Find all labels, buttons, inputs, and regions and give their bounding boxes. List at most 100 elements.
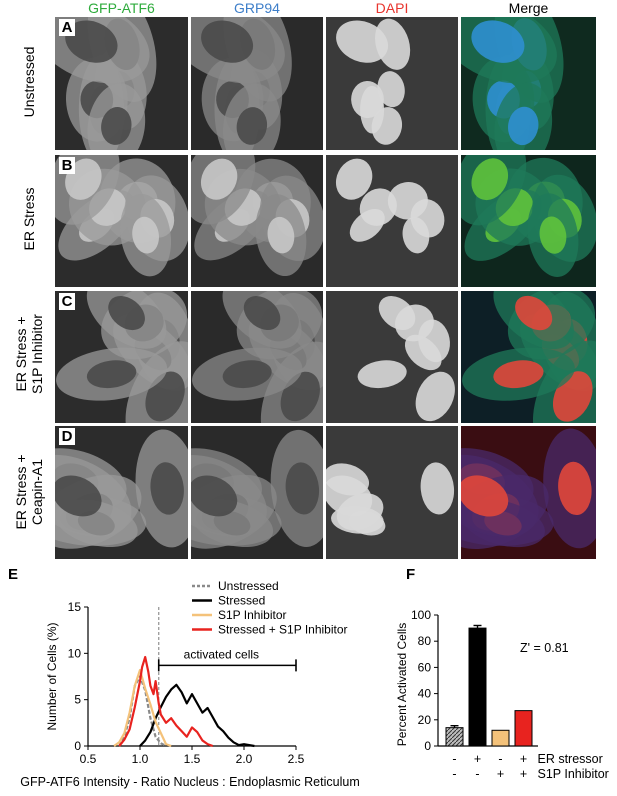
bar (445, 727, 464, 747)
micrograph-panel (461, 155, 596, 287)
row-label-line: Ceapin-A1 (29, 458, 45, 526)
micrograph-panel (55, 426, 188, 559)
panel-letter-c: C (59, 293, 75, 310)
cell-nucleus (55, 475, 102, 517)
y-tick-label: 40 (418, 687, 432, 701)
cell-nucleus (471, 20, 525, 63)
cell-nucleus (359, 188, 397, 226)
z-prime-label: Z' = 0.81 (520, 641, 569, 655)
micrograph-panel (326, 291, 458, 423)
cell-nucleus (461, 475, 509, 517)
cell-nucleus (351, 80, 384, 119)
y-tick-label: 0 (74, 739, 81, 753)
cell-nucleus (357, 360, 407, 389)
micrograph-image (55, 291, 188, 423)
cell-nucleus (471, 158, 509, 201)
condition-mark: + (520, 767, 527, 781)
cell-nucleus (348, 511, 386, 536)
micrograph-panel (461, 17, 596, 150)
cell-nucleus (236, 107, 268, 145)
activated-cells-label: activated cells (184, 647, 259, 661)
micrograph-panel (461, 291, 596, 423)
micrograph-panel (55, 155, 188, 287)
col-header-dapi: DAPI (375, 0, 409, 16)
y-axis-label: Percent Activated Cells (395, 623, 409, 746)
condition-mark: - (498, 752, 502, 766)
cell-nucleus (243, 296, 281, 331)
cell-nucleus (371, 107, 403, 145)
cell-nucleus (222, 360, 272, 389)
bar (491, 729, 510, 747)
series-line (118, 675, 167, 747)
y-tick-label: 60 (418, 660, 432, 674)
bar (514, 710, 533, 747)
micrograph-image (326, 17, 458, 150)
y-tick-label: 0 (424, 739, 431, 753)
x-tick-label: 0.5 (80, 752, 97, 766)
cell-nucleus (150, 462, 184, 515)
micrograph-image (191, 426, 323, 559)
cell-nucleus (191, 475, 238, 517)
panel-letter-f: F (406, 566, 416, 583)
micrograph-panel (461, 426, 596, 559)
row-label-line: S1P Inhibitor (29, 314, 45, 394)
cell-nucleus (404, 334, 442, 371)
micrograph-panel (55, 291, 188, 423)
legend-label: S1P Inhibitor (218, 608, 287, 622)
micrograph-panel (191, 291, 323, 423)
col-header-grp94: GRP94 (234, 0, 280, 16)
cell-nucleus (65, 20, 118, 63)
x-axis-label: GFP-ATF6 Intensity - Ratio Nucleus : End… (20, 775, 359, 789)
bar (468, 627, 487, 747)
cell-nucleus (336, 20, 389, 63)
panel-letter-a: A (59, 19, 75, 36)
row-label-er-stress: ER Stress (21, 149, 37, 289)
y-tick-label: 15 (68, 600, 82, 614)
y-tick-label: 20 (418, 713, 432, 727)
micrograph-image (326, 155, 458, 287)
micrograph-image (326, 426, 458, 559)
y-tick-label: 80 (418, 634, 432, 648)
cell-nucleus (493, 360, 544, 389)
micrograph-panel (326, 155, 458, 287)
micrograph-image (461, 426, 596, 559)
condition-mark: + (497, 767, 504, 781)
micrograph-image (55, 426, 188, 559)
micrograph-image (191, 17, 323, 150)
micrograph-image (191, 291, 323, 423)
cell-nucleus (402, 216, 430, 254)
micrograph-panel (55, 17, 188, 150)
cell-nucleus (200, 158, 238, 200)
condition-mark: + (474, 752, 481, 766)
micrograph-image (55, 155, 188, 287)
x-tick-label: 1.0 (132, 752, 149, 766)
cell-nucleus (415, 371, 455, 422)
cell-nucleus (326, 475, 373, 517)
condition-mark: - (452, 767, 456, 781)
micrograph-image (461, 17, 596, 150)
condition-mark: - (475, 767, 479, 781)
cell-nucleus (201, 20, 254, 63)
y-axis-label: Number of Cells (%) (45, 622, 59, 730)
cell-nucleus (108, 295, 145, 331)
cell-nucleus (377, 71, 405, 108)
micrograph-panel (326, 426, 458, 559)
panel-letter-d: D (59, 428, 75, 445)
cell-nucleus (420, 462, 455, 515)
micrograph-panel (191, 155, 323, 287)
y-tick-label: 100 (411, 608, 431, 622)
cell-nucleus (132, 216, 159, 254)
row-label-line: ER Stress + (13, 316, 29, 392)
row-label-line: Unstressed (21, 46, 37, 118)
micrograph-image (326, 291, 458, 423)
row-label-unstressed: Unstressed (21, 12, 37, 152)
cell-nucleus (539, 216, 567, 254)
micrograph-image (55, 17, 188, 150)
legend-label: Stressed (218, 594, 265, 608)
cell-nucleus (101, 106, 132, 145)
legend-label: Unstressed (218, 579, 279, 593)
col-header-gfp-atf6: GFP-ATF6 (88, 0, 155, 16)
x-tick-label: 2.0 (236, 752, 253, 766)
col-header-merge: Merge (508, 0, 549, 16)
